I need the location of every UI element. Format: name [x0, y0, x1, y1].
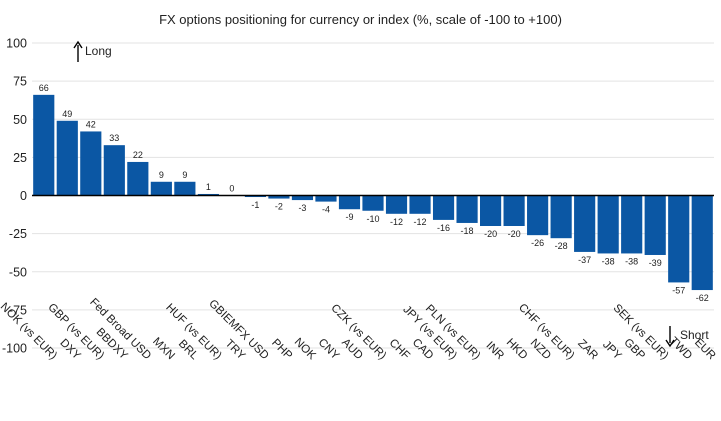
data-label: -3 [298, 203, 306, 213]
bar [56, 120, 78, 196]
data-label: -62 [696, 293, 709, 303]
y-tick-label: 0 [20, 189, 27, 203]
data-label: 66 [39, 83, 49, 93]
long-annotation: Long [73, 40, 112, 62]
data-label: -38 [602, 256, 615, 266]
data-label: 33 [109, 133, 119, 143]
data-label: 1 [206, 182, 211, 192]
bar [574, 195, 596, 252]
data-label: -20 [508, 229, 521, 239]
data-label: -12 [414, 217, 427, 227]
data-label: 9 [159, 170, 164, 180]
bar [527, 195, 549, 236]
bar [385, 195, 408, 214]
up-arrow-head-icon [73, 40, 83, 49]
data-label: -37 [578, 255, 591, 265]
bar [644, 195, 666, 255]
bar [103, 145, 125, 196]
data-label: -2 [275, 202, 283, 212]
category-label: NOK [292, 336, 318, 362]
data-label: -39 [649, 258, 662, 268]
bar [550, 195, 572, 239]
bar [127, 161, 149, 196]
y-tick-label: -75 [9, 303, 27, 317]
data-label: 22 [133, 150, 143, 160]
y-tick-label: -50 [9, 265, 27, 279]
bar [291, 195, 314, 201]
bar [597, 195, 619, 254]
data-label: -26 [531, 238, 544, 248]
category-label: MXN [150, 336, 177, 363]
bar [268, 195, 290, 199]
category-label: ZAR [575, 337, 600, 362]
data-label: 0 [229, 184, 234, 194]
bar [150, 181, 172, 196]
bar [621, 195, 643, 254]
data-label: -1 [251, 200, 259, 210]
data-label: -16 [437, 223, 450, 233]
category-label: JPY [600, 339, 624, 363]
y-tick-label: 25 [13, 151, 27, 165]
bar [503, 195, 525, 226]
data-label: -20 [484, 229, 497, 239]
bars [33, 94, 713, 291]
y-tick-label: 100 [6, 37, 27, 51]
gridlines [32, 42, 714, 349]
bar [362, 195, 384, 211]
y-tick-label: -25 [9, 227, 27, 241]
data-label: -9 [345, 212, 353, 222]
data-label: 49 [62, 109, 72, 119]
data-label: -38 [625, 256, 638, 266]
y-axis-tick-labels: 100 75 50 25 0 -25 -50 -75 -100 [2, 37, 27, 356]
category-label: CHF [387, 337, 412, 362]
data-label: -18 [461, 226, 474, 236]
bar [456, 195, 478, 223]
data-label: 9 [182, 170, 187, 180]
bar [432, 195, 455, 220]
bar [33, 94, 55, 196]
y-tick-label: 50 [13, 113, 27, 127]
category-label: CNY [316, 336, 342, 362]
data-label: 42 [86, 119, 96, 129]
bar [315, 195, 337, 202]
data-label: -12 [390, 217, 403, 227]
long-label: Long [85, 44, 112, 58]
short-annotation: Short [665, 326, 709, 348]
bar [80, 131, 102, 196]
category-label: HKD [504, 336, 530, 362]
data-label: -28 [555, 241, 568, 251]
data-label: -57 [672, 285, 685, 295]
bar [338, 195, 361, 210]
bar [409, 195, 431, 214]
y-tick-label: 75 [13, 75, 27, 89]
down-arrow-head-icon [665, 339, 675, 348]
y-tick-label: -100 [2, 342, 27, 356]
data-label: -10 [366, 214, 379, 224]
bar [480, 195, 502, 226]
bar [668, 195, 690, 283]
data-label: -4 [322, 205, 330, 215]
bar [174, 181, 196, 196]
short-label: Short [680, 328, 709, 342]
category-label: PHP [269, 337, 294, 362]
chart-title: FX options positioning for currency or i… [159, 12, 562, 27]
category-label: INR [483, 340, 505, 362]
bar [691, 195, 713, 291]
